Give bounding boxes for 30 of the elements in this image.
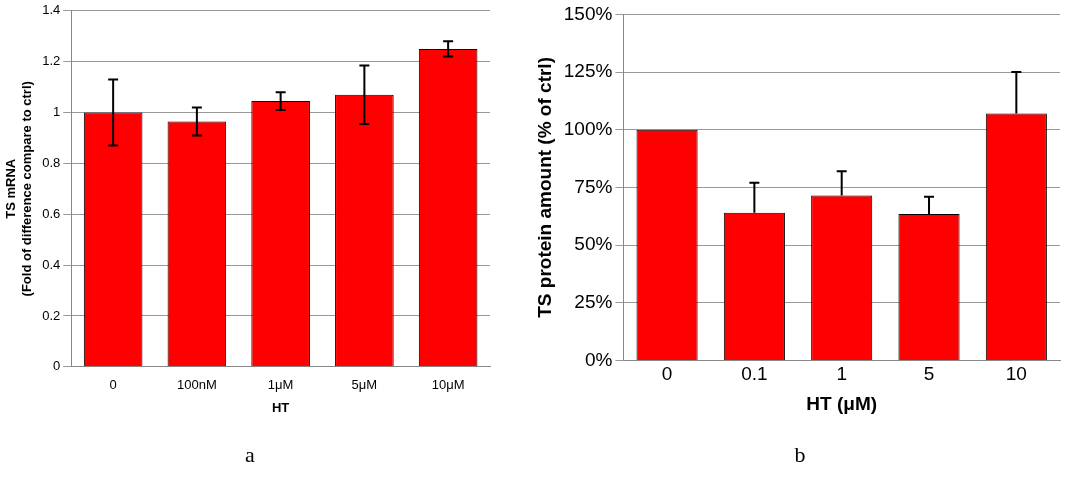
x-tick-label: 1	[836, 363, 847, 385]
y-tick-label: 100%	[563, 117, 613, 139]
x-tick-label: 1μM	[267, 377, 294, 393]
y-tick-label: 1.2	[42, 53, 61, 69]
x-tick-label: 100nM	[177, 377, 217, 393]
y-tick-label: 0.4	[42, 256, 61, 272]
y-tick-label: 1	[53, 104, 61, 120]
y-tick-label: 50%	[574, 233, 613, 255]
y-tick-label: 1.4	[42, 2, 61, 18]
y-tick-label: 0%	[584, 348, 613, 370]
y-tick-label: 150%	[563, 2, 613, 24]
text: b	[793, 442, 807, 468]
y-axis-title: TS mRNA (Fold of difference compare to ctrl)	[3, 81, 34, 297]
x-tick-label: 5	[923, 363, 935, 385]
x-tick-label: 5μM	[351, 377, 378, 393]
x-tick-label: 10μM	[431, 377, 465, 393]
x-axis-title: HT (μM)	[806, 392, 878, 414]
y-tick-label: 125%	[563, 60, 613, 82]
x-tick-label: 10	[1005, 363, 1027, 385]
text: a	[244, 442, 256, 468]
x-axis-title: HT	[271, 399, 290, 415]
x-tick-label: 0	[109, 377, 117, 393]
y-tick-label: 0.8	[42, 154, 61, 170]
y-tick-label: 0.6	[42, 205, 61, 221]
y-tick-label: 25%	[574, 290, 613, 312]
y-axis-title: TS protein amount (% of ctrl)	[533, 57, 555, 318]
y-tick-label: 0.2	[42, 307, 61, 323]
x-tick-label: 0.1	[741, 363, 768, 385]
y-tick-label: 75%	[574, 175, 613, 197]
x-tick-label: 0	[661, 363, 673, 385]
